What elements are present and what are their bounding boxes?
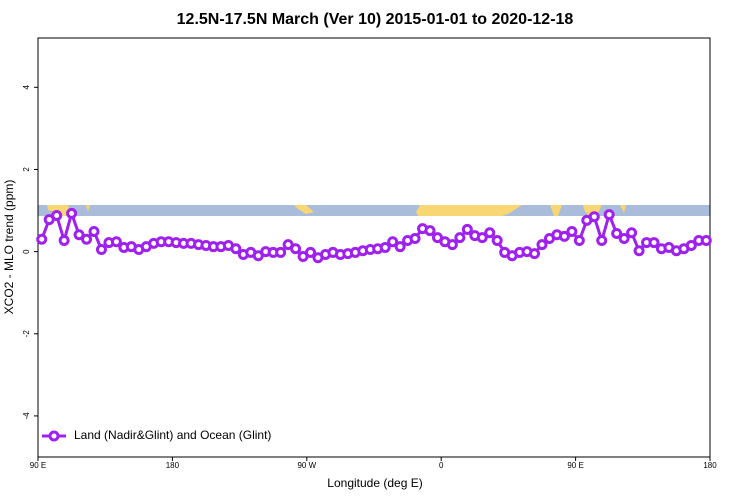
legend-label: Land (Nadir&Glint) and Ocean (Glint) [74,428,271,442]
data-point [409,232,421,244]
y-tick-label: 0 [22,249,31,254]
x-tick-label: 90 W [297,461,316,470]
x-axis-label: Longitude (deg E) [327,476,422,490]
y-axis-label: XCO2 - MLO trend (ppm) [2,180,16,315]
y-tick-label: 2 [22,167,31,172]
data-point [529,248,541,260]
data-point [588,211,600,223]
data-point [51,209,63,221]
data-point [596,235,608,247]
data-point [424,225,436,237]
data-point [573,235,585,247]
data-point [290,243,302,255]
data-point [558,230,570,242]
data-point [491,235,503,247]
data-point [110,236,122,248]
plot-frame [37,37,711,458]
data-point [446,239,458,251]
data-point [230,243,242,255]
data-point [379,242,391,253]
data-point [633,245,645,257]
x-tick-label: 90 E [567,461,583,470]
data-point [603,209,615,221]
y-tick-label: -4 [22,412,31,420]
x-tick-label: 180 [166,461,180,470]
data-point [58,235,70,247]
data-point [476,232,488,244]
y-tick-label: 4 [22,85,31,90]
data-point [73,229,85,241]
data-point [648,237,660,249]
data-point [454,232,466,244]
x-tick-label: 0 [439,461,444,470]
data-point [685,239,697,251]
data-point [95,244,107,256]
legend-marker [48,430,60,442]
data-point [536,239,548,251]
data-point [387,236,399,248]
data-point [484,227,496,239]
data-point [394,241,406,253]
data-point [566,225,578,237]
x-tick-label: 90 E [30,461,46,470]
data-point [66,207,78,219]
data-point [461,223,473,235]
chart-title: 12.5N-17.5N March (Ver 10) 2015-01-01 to… [177,11,574,28]
data-point [275,246,287,258]
y-tick-label: -2 [22,330,31,338]
data-point [81,233,93,245]
data-point [611,228,623,240]
data-point [618,232,630,244]
data-point [626,227,638,239]
data-point [88,225,100,237]
data-point [700,235,712,247]
data-point [305,246,317,258]
x-tick-label: 180 [703,461,717,470]
data-point [36,233,48,245]
